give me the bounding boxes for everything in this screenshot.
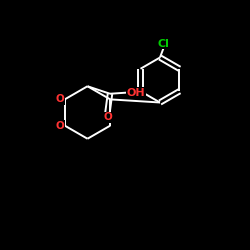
- Text: O: O: [56, 94, 65, 104]
- Text: Cl: Cl: [158, 39, 170, 49]
- Text: OH: OH: [127, 88, 146, 98]
- Text: O: O: [56, 121, 65, 130]
- Text: O: O: [103, 112, 112, 122]
